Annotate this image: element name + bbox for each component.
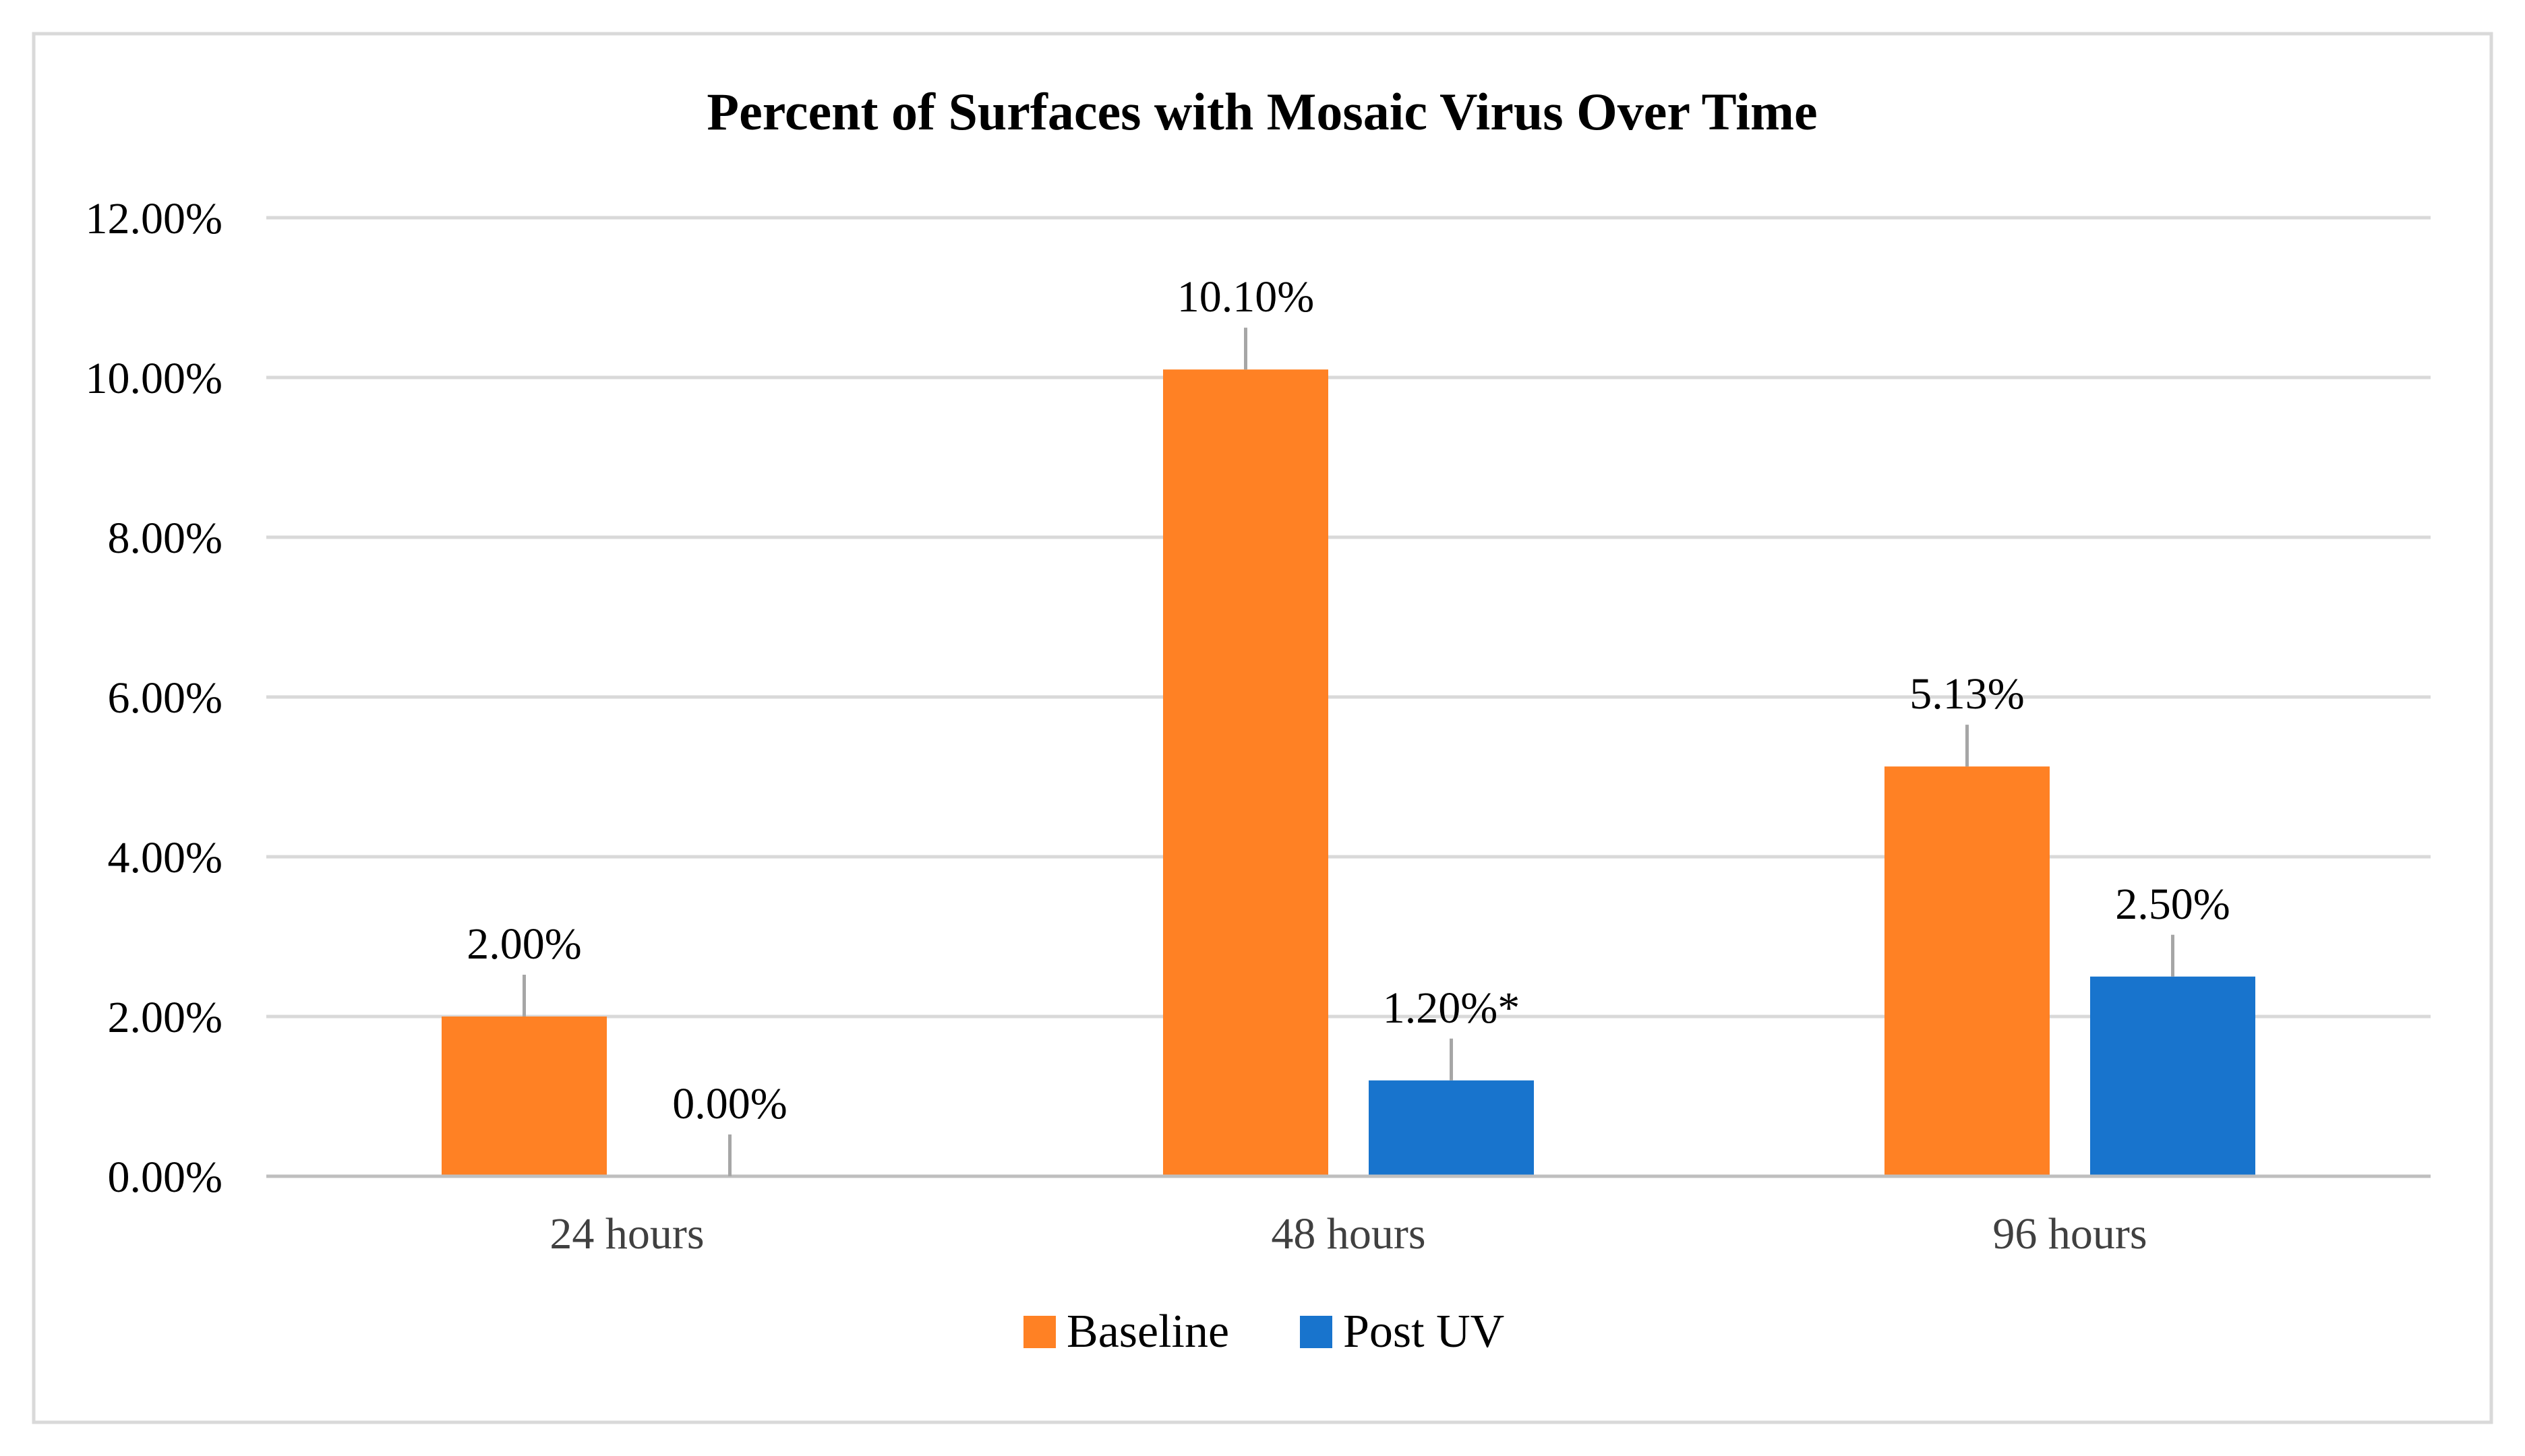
legend-label-baseline[interactable]: Baseline (1067, 1306, 1229, 1358)
bars (442, 369, 2255, 1176)
y-tick-label: 2.00% (108, 993, 222, 1042)
y-tick-label: 0.00% (108, 1153, 222, 1202)
data-label: 1.20%* (1383, 983, 1520, 1033)
y-axis-tick-labels: 0.00% 2.00% 4.00% 6.00% 8.00% 10.00% 12.00% (86, 194, 222, 1202)
gridlines (266, 216, 2431, 1019)
data-label: 5.13% (1909, 669, 2024, 719)
legend-swatch-post-uv[interactable] (1300, 1316, 1332, 1348)
data-labels: 2.00% 0.00% 10.10% 1.20%* 5.13% 2.50% (467, 272, 2230, 1128)
data-label: 0.00% (672, 1079, 787, 1128)
legend-label-post-uv[interactable]: Post UV (1343, 1306, 1504, 1358)
data-label: 2.00% (467, 919, 581, 969)
bar-post-uv (1369, 1080, 1534, 1176)
y-tick-label: 10.00% (86, 354, 222, 403)
chart-frame (32, 32, 2493, 1424)
x-tick-label: 24 hours (549, 1209, 704, 1258)
y-tick-label: 12.00% (86, 194, 222, 243)
x-axis-tick-labels: 24 hours 48 hours 96 hours (549, 1209, 2147, 1258)
bar-baseline (442, 1017, 607, 1176)
bar-baseline (1884, 766, 2050, 1176)
legend[interactable]: Baseline Post UV (1023, 1306, 1504, 1358)
x-tick-label: 48 hours (1271, 1209, 1425, 1258)
bar-post-uv (2090, 976, 2255, 1176)
y-tick-label: 6.00% (108, 673, 222, 723)
data-label: 2.50% (2115, 880, 2230, 929)
legend-swatch-baseline[interactable] (1023, 1316, 1056, 1348)
data-label-leaders (523, 328, 2174, 1176)
x-tick-label: 96 hours (1992, 1209, 2147, 1258)
y-tick-label: 4.00% (108, 833, 222, 882)
bar-baseline (1163, 369, 1328, 1176)
data-label: 10.10% (1177, 272, 1314, 322)
chart-title: Percent of Surfaces with Mosaic Virus Ov… (707, 82, 1817, 141)
y-tick-label: 8.00% (108, 514, 222, 563)
